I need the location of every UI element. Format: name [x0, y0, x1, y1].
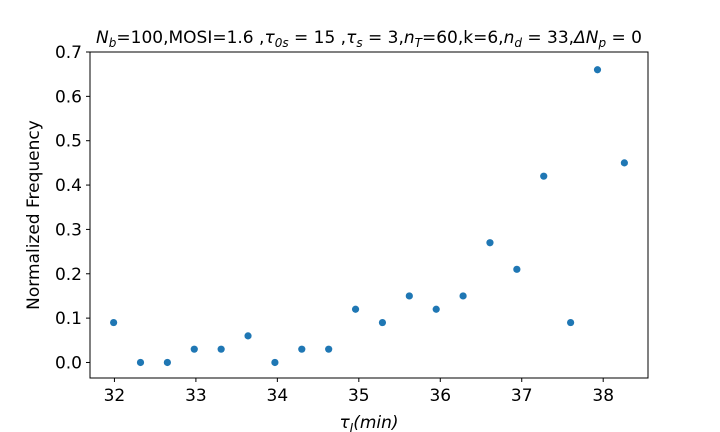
x-tick-label: 35: [348, 386, 370, 406]
data-point: [593, 66, 602, 74]
y-tick-label: 0.4: [55, 176, 82, 196]
data-point: [486, 239, 494, 247]
x-tick-label: 33: [185, 386, 207, 406]
x-tick-label: 38: [592, 386, 614, 406]
x-axis-label: τI(min): [339, 413, 398, 432]
text-part: τ: [264, 28, 275, 48]
text-part: =100,MOSI=1.6 ,: [116, 28, 264, 48]
text-part: τ: [346, 28, 357, 48]
plot-area: 32 33 34 35 36 37 38 0.0 0.1 0.2 0.3 0.4 0.5 0.6 0.7: [55, 43, 649, 406]
data-point: [298, 345, 306, 353]
data-point: [217, 345, 225, 353]
data-point: [459, 292, 467, 300]
chart-title: Nb=100,MOSI=1.6 ,τ0s = 15 ,τs = 3,nT=60,…: [96, 28, 642, 50]
text-part: d: [514, 36, 522, 50]
text-part: n: [504, 28, 515, 48]
data-point: [513, 265, 521, 273]
data-point: [136, 358, 145, 367]
text-part: = 15 ,: [289, 28, 347, 48]
data-point: [432, 305, 440, 313]
data-point: [351, 305, 360, 313]
data-point: [567, 318, 575, 327]
plot-frame: [89, 51, 649, 379]
y-tick-label: 0.2: [55, 265, 82, 285]
y-tick-label: 0.5: [55, 132, 82, 152]
text-part: = 33,: [522, 28, 574, 48]
y-axis-label-group: Normalized Frequency: [24, 120, 44, 310]
text-part: I: [350, 421, 354, 432]
text-part: N: [96, 28, 109, 48]
text-part: ΔN: [572, 28, 599, 48]
data-point: [110, 318, 118, 327]
data-point: [190, 345, 198, 353]
data-point: [163, 358, 171, 367]
text-part: (min): [353, 413, 398, 432]
y-axis-label: Normalized Frequency: [24, 120, 44, 310]
text-part: =60,k=6,: [422, 28, 504, 48]
text-part: τ: [339, 413, 350, 432]
data-point: [540, 172, 548, 180]
text-part: = 0: [606, 28, 642, 48]
text-part: 0s: [275, 36, 289, 50]
data-point: [378, 318, 387, 327]
text-part: b: [109, 36, 117, 50]
text-part: n: [404, 28, 415, 48]
x-tick-label: 34: [267, 386, 289, 406]
text-part: p: [597, 36, 606, 50]
text-part: T: [415, 36, 424, 50]
data-point: [244, 332, 252, 340]
data-point: [405, 292, 413, 300]
text-part: s: [356, 36, 362, 50]
data-point: [271, 358, 279, 367]
data-point: [620, 159, 628, 167]
x-tick-label: 32: [104, 386, 126, 406]
y-tick-label: 0.7: [55, 43, 82, 63]
x-tick-label: 36: [429, 386, 451, 406]
y-tick-label: 0.3: [55, 220, 82, 240]
y-tick-label: 0.1: [55, 309, 82, 329]
data-point: [325, 345, 333, 353]
x-tick-label: 37: [511, 386, 533, 406]
y-tick-label: 0.0: [55, 353, 82, 373]
y-tick-label: 0.6: [55, 87, 82, 107]
text-part: = 3,: [363, 28, 404, 48]
